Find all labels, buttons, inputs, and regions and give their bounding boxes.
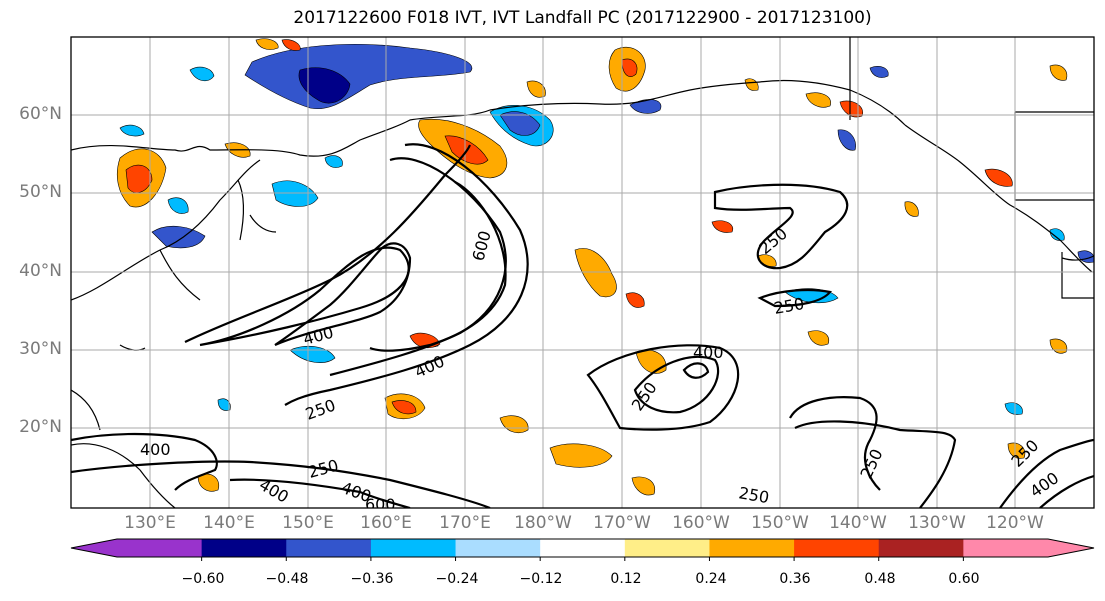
lat-label-40n: 40°N (19, 261, 62, 281)
map-border (70, 36, 1095, 509)
colorbar-segment (370, 539, 457, 557)
colorbar-extend-low (71, 539, 117, 557)
coastlines (71, 37, 1094, 508)
colorbar-segment (540, 539, 626, 557)
lat-label-30n: 30°N (19, 339, 62, 359)
lon-label: 140°E (203, 513, 255, 533)
lon-label: 180°W (514, 513, 572, 533)
lon-label: 160°W (672, 513, 730, 533)
lon-label: 130°E (124, 513, 176, 533)
colorbar-tick-label: 0.36 (779, 571, 811, 587)
gridlines (71, 37, 1094, 508)
colorbar-tick-label: 0.12 (610, 571, 642, 587)
map-title: 2017122600 F018 IVT, IVT Landfall PC (20… (293, 8, 872, 28)
lat-label-60n: 60°N (19, 104, 62, 124)
colorbar (70, 538, 1095, 561)
colorbar-tick-label: −0.60 (181, 571, 225, 587)
colorbar-tick-label: −0.36 (350, 571, 394, 587)
colorbar-segment (963, 539, 1049, 557)
negative-anomaly-shading (119, 43, 1094, 415)
ivt-contours (71, 143, 1094, 508)
colorbar-tick-label: −0.12 (519, 571, 563, 587)
colorbar-tick-label: 0.60 (948, 571, 980, 587)
colorbar-segment (117, 539, 203, 557)
colorbar-tick-label: 0.24 (695, 571, 727, 587)
lat-label-50n: 50°N (19, 182, 62, 202)
colorbar-tick-label: −0.48 (265, 571, 309, 587)
contour-label: 400 (140, 440, 171, 459)
colorbar-segment (794, 539, 880, 557)
colorbar-segment (286, 539, 372, 557)
colorbar-segment (455, 539, 541, 557)
contour-label: 400 (693, 343, 724, 362)
lon-label: 150°E (282, 513, 334, 533)
lon-label: 140°W (829, 513, 887, 533)
lat-label-20n: 20°N (19, 417, 62, 437)
lon-label: 170°E (439, 513, 491, 533)
colorbar-segment (624, 539, 710, 557)
lon-label: 160°E (360, 513, 412, 533)
lon-label: 130°W (908, 513, 966, 533)
colorbar-extend-high (1048, 539, 1094, 557)
colorbar-segment (201, 539, 287, 557)
colorbar-tick-label: −0.24 (435, 571, 479, 587)
colorbar-segment (878, 539, 964, 557)
contour-label: 600 (365, 495, 396, 514)
lon-label: 170°W (593, 513, 651, 533)
lon-label: 120°W (986, 513, 1044, 533)
positive-anomaly-shading (117, 38, 1068, 496)
map-plot-area: 600 400 400 250 250 250 400 250 400 250 … (71, 37, 1094, 514)
colorbar-segment (709, 539, 795, 557)
lon-label: 150°W (751, 513, 809, 533)
colorbar-tick-label: 0.48 (864, 571, 896, 587)
